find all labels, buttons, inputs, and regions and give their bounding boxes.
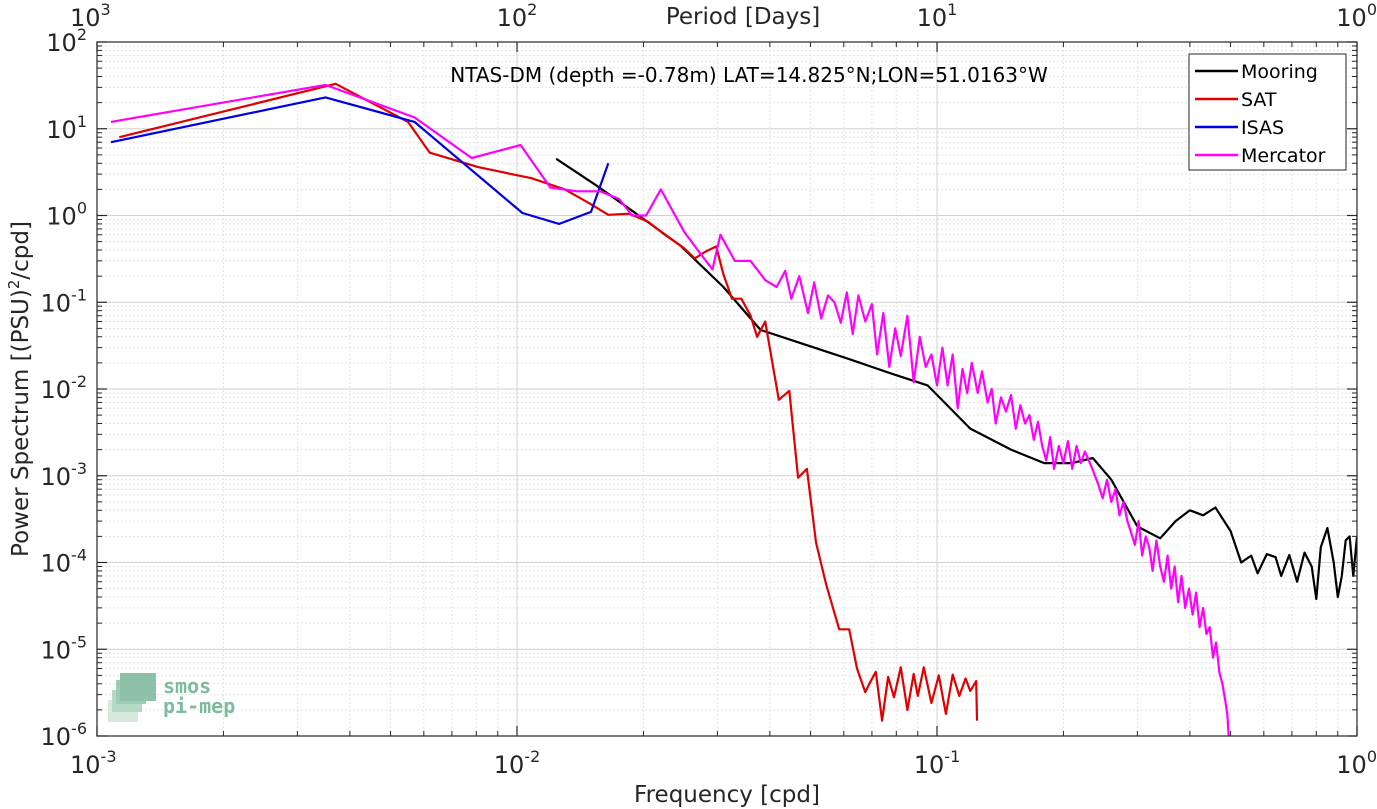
top-x-tick-label: 101: [917, 0, 958, 32]
legend-label-mooring: Mooring: [1241, 61, 1318, 83]
smos-pi-mep-logo: smos pi-mep: [108, 673, 235, 722]
series-line-isas: [110, 96, 610, 225]
y-axis-label: Power Spectrum [(PSU)2/cpd]: [5, 221, 34, 557]
legend: Mooring SAT ISAS Mercator: [1188, 53, 1347, 171]
y-axis-label-tail: /cpd]: [8, 221, 34, 280]
x-tick-label: 10-2: [494, 747, 541, 779]
top-x-tick-label: 103: [70, 0, 111, 32]
legend-label-mercator: Mercator: [1241, 145, 1326, 167]
logo-text-pi-mep: pi-mep: [163, 694, 235, 718]
series-line-mooring: [555, 157, 1357, 601]
y-tick-label: 10-5: [41, 632, 88, 664]
top-x-tick-label: 102: [497, 0, 538, 32]
series-layer: [110, 82, 1357, 736]
top-x-tick-label: 100: [1336, 0, 1377, 32]
logo-mark-icon: [108, 673, 156, 722]
chart-title: NTAS-DM (depth =-0.78m) LAT=14.825°N;LON…: [450, 63, 1048, 87]
y-tick-label: 10-6: [41, 719, 88, 751]
legend-box: [1188, 53, 1347, 171]
y-tick-label: 10-3: [41, 459, 88, 491]
x-tick-label: 10-1: [914, 747, 961, 779]
y-tick-label: 102: [46, 25, 87, 57]
axis-ticks: [96, 41, 1358, 737]
series-line-mercator: [110, 83, 1230, 736]
x-axis-label: Frequency [cpd]: [634, 782, 820, 808]
series-line-sat: [119, 82, 979, 722]
y-tick-label: 101: [46, 112, 87, 144]
y-tick-label: 100: [46, 199, 87, 231]
y-axis-label-main: Power Spectrum [(PSU): [8, 289, 34, 557]
logo-text-smos: smos: [163, 674, 211, 698]
y-axis-label-exponent: 2: [5, 280, 23, 290]
y-tick-label: 10-2: [41, 372, 88, 404]
legend-label-sat: SAT: [1241, 89, 1277, 111]
legend-label-isas: ISAS: [1241, 117, 1284, 139]
y-tick-label: 10-4: [41, 546, 88, 578]
top-x-axis-label: Period [Days]: [666, 4, 820, 30]
y-tick-label: 10-1: [41, 285, 88, 317]
x-tick-label: 100: [1336, 747, 1377, 779]
x-tick-label: 10-3: [70, 747, 117, 779]
